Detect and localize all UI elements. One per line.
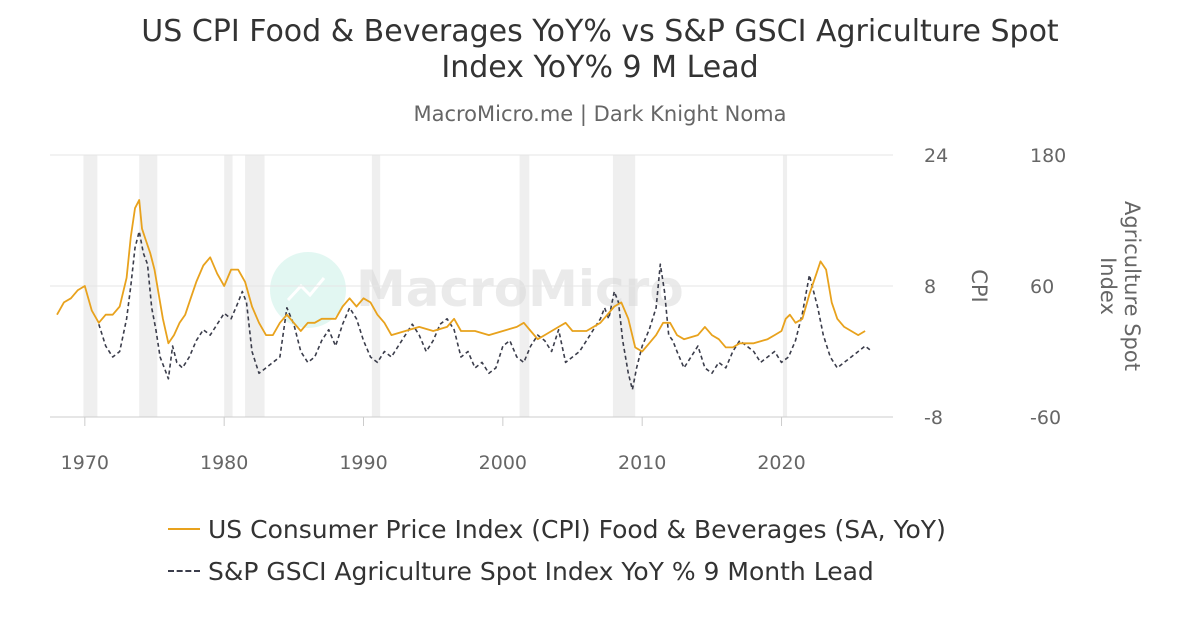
chart-title-line-1: US CPI Food & Beverages YoY% vs S&P GSCI… — [141, 14, 1059, 49]
legend-swatch-cpi — [168, 528, 200, 530]
legend-swatch-agriculture — [168, 570, 200, 572]
x-tick-label: 1970 — [61, 452, 109, 474]
y-right-label-line-2: Index — [1096, 257, 1120, 315]
chart-title-line-2: Index YoY% 9 M Lead — [441, 50, 759, 85]
legend-label-agriculture: S&P GSCI Agriculture Spot Index YoY % 9 … — [208, 556, 874, 586]
grid-lines — [50, 154, 893, 418]
chart-subtitle: MacroMicro.me | Dark Knight Noma — [413, 102, 787, 126]
x-tick-label: 2000 — [479, 452, 527, 474]
y-right-tick-label: 60 — [1030, 276, 1054, 298]
chart-title: US CPI Food & Beverages YoY% vs S&P GSCI… — [0, 14, 1200, 86]
series-line-cpi — [56, 199, 866, 353]
legend: US Consumer Price Index (CPI) Food & Bev… — [168, 508, 946, 592]
watermark-text: MacroMicro — [356, 260, 684, 318]
series-line-agriculture — [98, 230, 873, 391]
x-tick-label: 1990 — [339, 452, 387, 474]
chart-canvas: MacroMicro 24 8 -8 180 60 -60 1970 1980 1990 2000… — [50, 145, 1144, 474]
watermark-logo-icon — [270, 252, 346, 328]
watermark: MacroMicro — [270, 252, 684, 328]
legend-label-cpi: US Consumer Price Index (CPI) Food & Bev… — [208, 514, 946, 544]
series-lines — [56, 199, 873, 391]
y-right-tick-label: 180 — [1030, 145, 1066, 167]
y-left-tick-label: -8 — [924, 407, 943, 429]
x-tick-label: 2020 — [757, 452, 805, 474]
legend-item-agriculture[interactable]: S&P GSCI Agriculture Spot Index YoY % 9 … — [168, 550, 946, 592]
y-right-tick-label: -60 — [1030, 407, 1061, 429]
legend-item-cpi[interactable]: US Consumer Price Index (CPI) Food & Bev… — [168, 508, 946, 550]
y-axis-right-label: Agriculture SpotIndex — [1096, 201, 1144, 371]
y-right-label-line-1: Agriculture Spot — [1120, 201, 1144, 371]
x-tick-label: 1980 — [200, 452, 248, 474]
y-left-tick-label: 8 — [924, 276, 936, 298]
y-left-tick-label: 24 — [924, 145, 948, 167]
y-axis-left-label: CPI — [967, 269, 991, 303]
x-tick-label: 2010 — [618, 452, 666, 474]
axes: 24 8 -8 180 60 -60 1970 1980 1990 2000 2010 2020 — [61, 145, 1067, 474]
